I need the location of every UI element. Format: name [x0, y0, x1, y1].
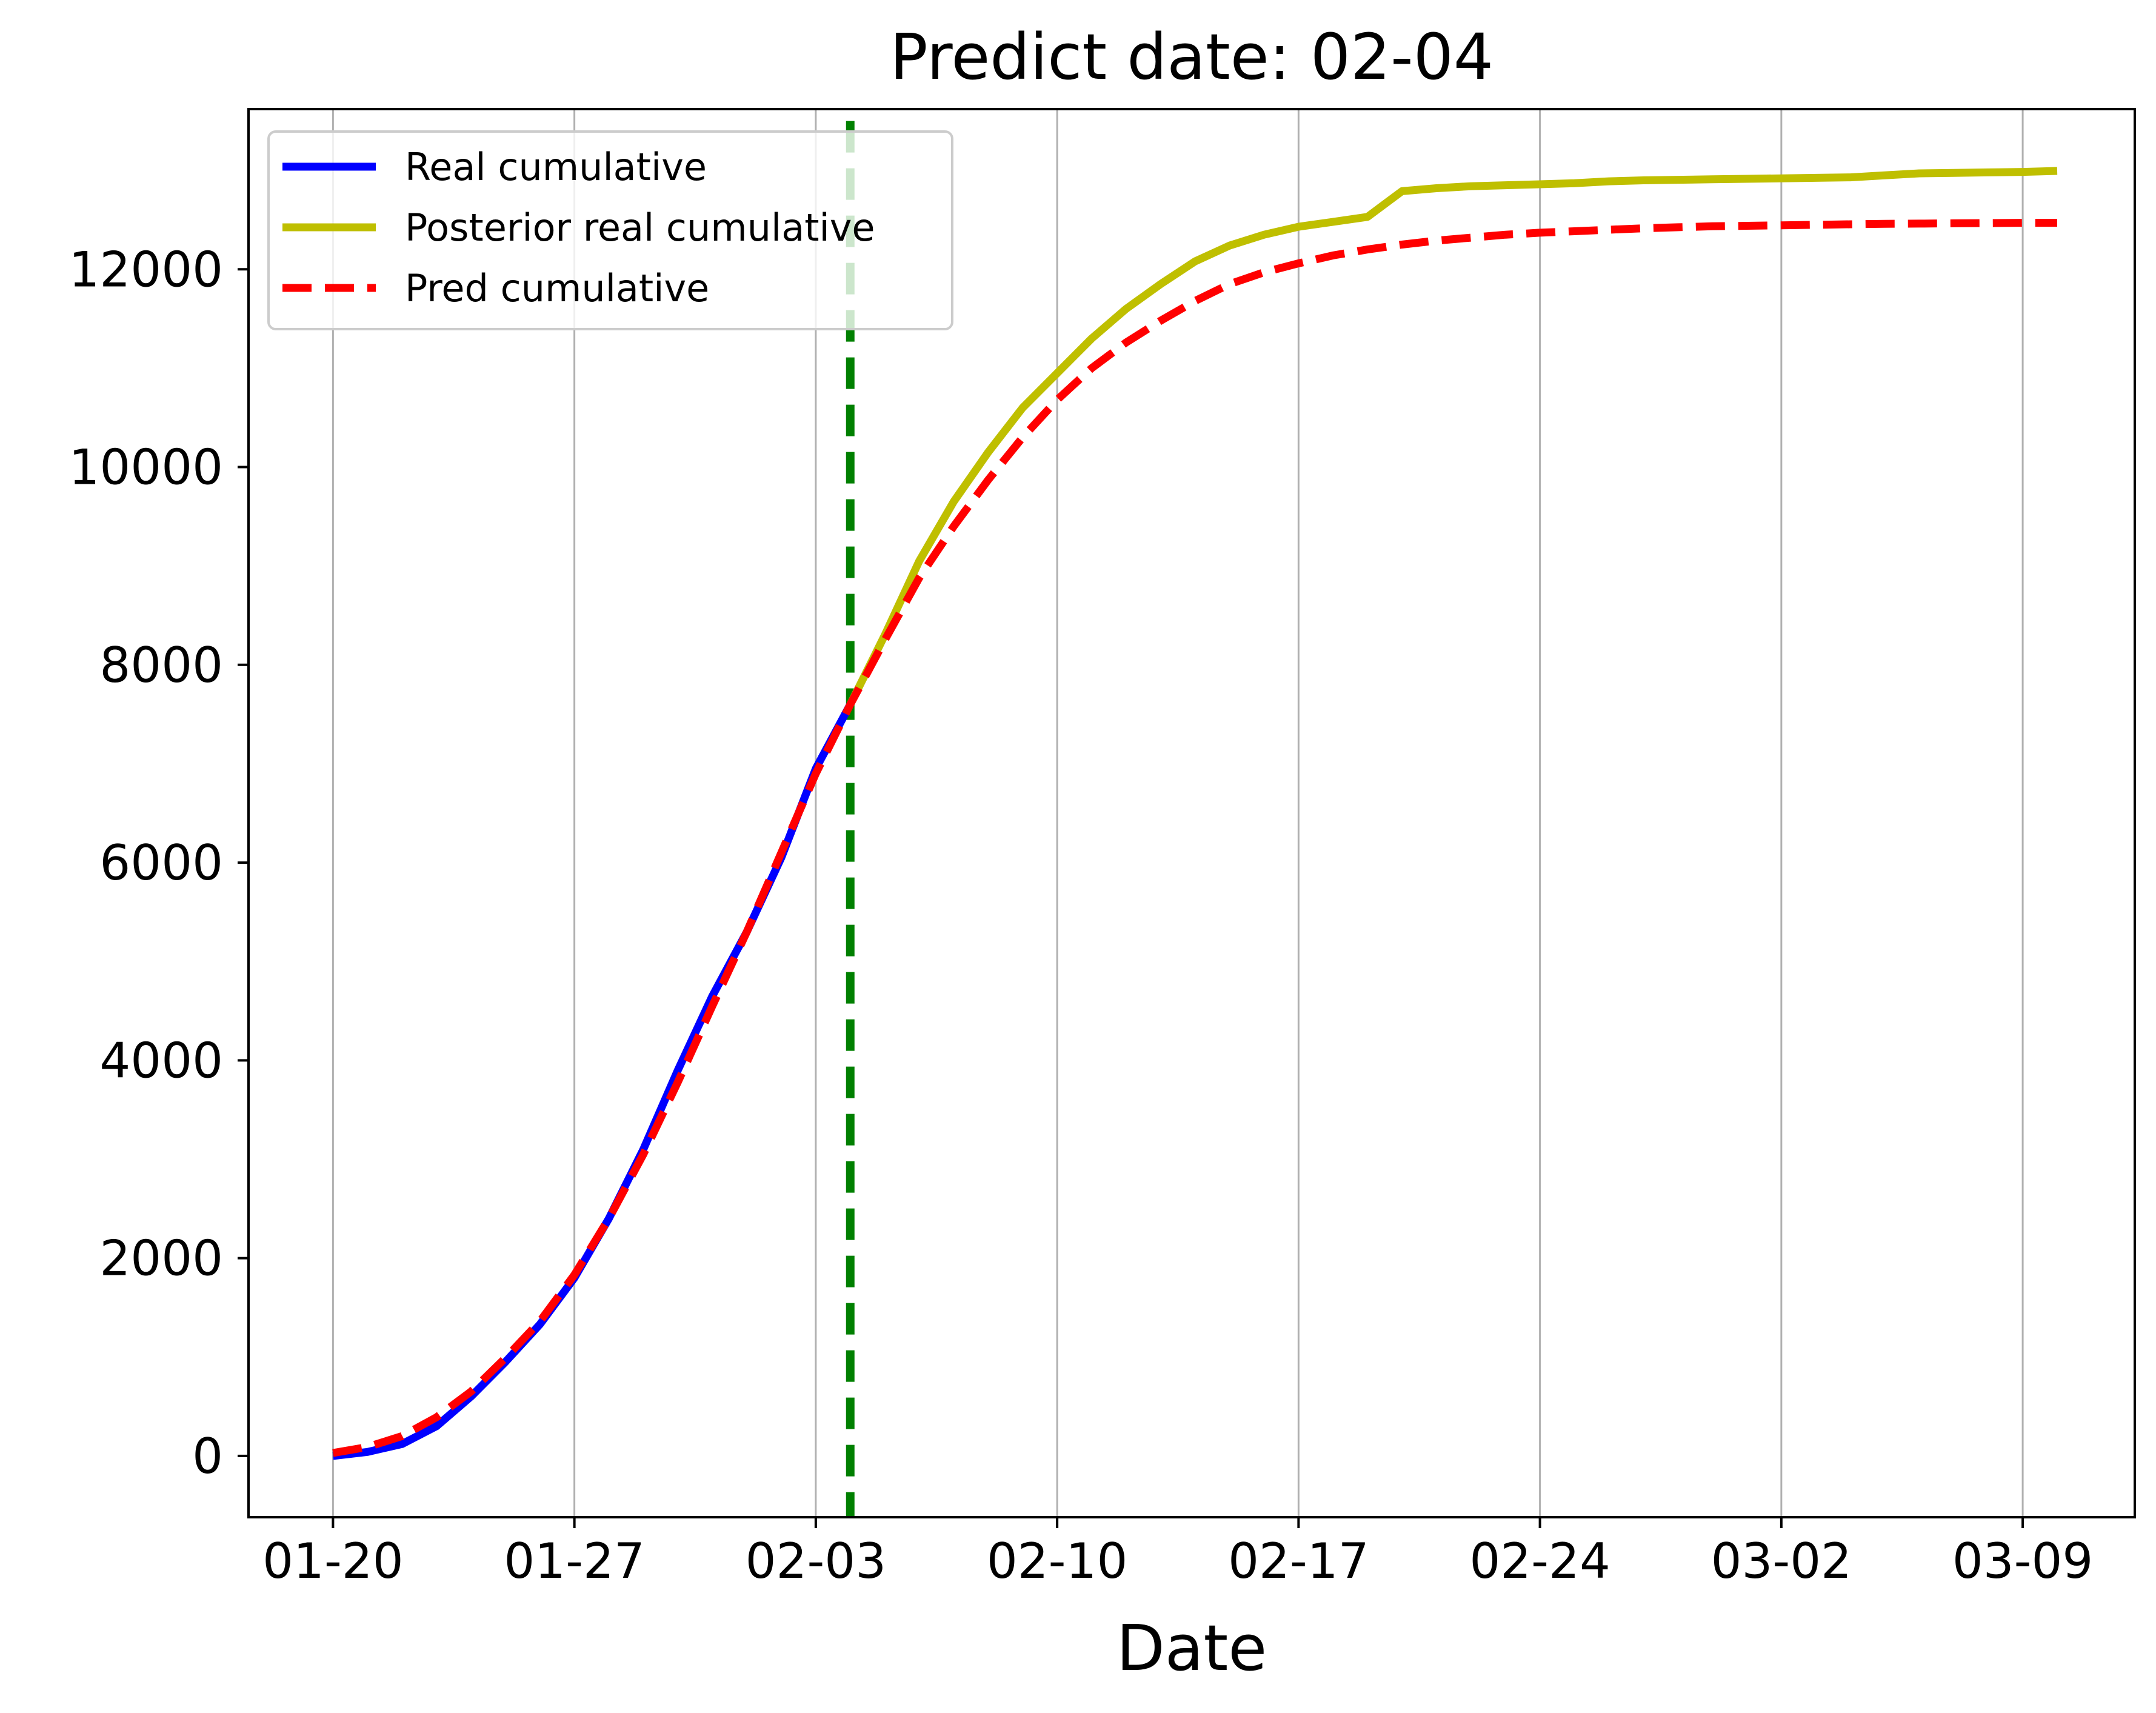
y-tick-label: 2000	[99, 1230, 223, 1287]
x-tick-label: 02-17	[1228, 1533, 1369, 1589]
legend-label-real: Real cumulative	[405, 145, 707, 189]
series-line-posterior	[846, 167, 2058, 706]
series-lines	[332, 167, 2058, 1460]
x-tick-label: 02-10	[987, 1533, 1127, 1589]
x-tick-label: 02-03	[746, 1533, 886, 1589]
y-tick-label: 0	[192, 1428, 223, 1484]
y-tick-label: 12000	[69, 241, 224, 298]
x-tick-label: 01-20	[262, 1533, 403, 1589]
chart-title: Predict date: 02-04	[890, 20, 1494, 94]
x-axis-ticks: 01-20 01-27 02-03 02-10 02-17 02-24 03-02 03-09	[262, 1517, 2093, 1589]
y-tick-label: 6000	[99, 835, 223, 891]
y-tick-label: 4000	[99, 1032, 223, 1089]
legend-box	[267, 130, 953, 330]
legend-label-pred: Pred cumulative	[405, 266, 709, 310]
y-tick-label: 10000	[69, 439, 224, 496]
x-tick-label: 01-27	[504, 1533, 644, 1589]
x-gridlines	[332, 109, 2024, 1517]
plot-frame	[247, 108, 2136, 1518]
x-axis-label: Date	[1116, 1611, 1267, 1685]
x-tick-label: 03-02	[1711, 1533, 1852, 1589]
legend-label-posterior: Posterior real cumulative	[405, 205, 875, 250]
y-tick-label: 8000	[99, 637, 223, 693]
legend: Real cumulative Posterior real cumulative…	[267, 130, 953, 330]
y-axis-ticks: 0 2000 4000 6000 8000 10000 12000	[69, 241, 249, 1484]
x-tick-label: 03-09	[1952, 1533, 2093, 1589]
series-line-pred	[332, 219, 2057, 1457]
x-tick-label: 02-24	[1469, 1533, 1610, 1589]
